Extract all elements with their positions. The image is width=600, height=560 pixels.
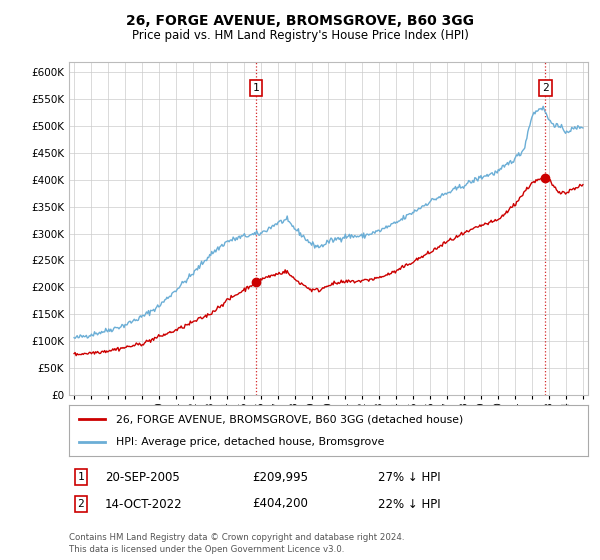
Text: Price paid vs. HM Land Registry's House Price Index (HPI): Price paid vs. HM Land Registry's House … [131, 29, 469, 42]
Text: 26, FORGE AVENUE, BROMSGROVE, B60 3GG: 26, FORGE AVENUE, BROMSGROVE, B60 3GG [126, 14, 474, 28]
Text: 1: 1 [253, 83, 259, 94]
Text: 1: 1 [77, 472, 85, 482]
Text: £209,995: £209,995 [252, 470, 308, 484]
Text: 2: 2 [77, 499, 85, 509]
Text: 2: 2 [542, 83, 549, 94]
Text: HPI: Average price, detached house, Bromsgrove: HPI: Average price, detached house, Brom… [116, 437, 384, 447]
Text: 14-OCT-2022: 14-OCT-2022 [105, 497, 182, 511]
Text: £404,200: £404,200 [252, 497, 308, 511]
Text: 27% ↓ HPI: 27% ↓ HPI [378, 470, 440, 484]
Text: Contains HM Land Registry data © Crown copyright and database right 2024.
This d: Contains HM Land Registry data © Crown c… [69, 533, 404, 554]
Text: 20-SEP-2005: 20-SEP-2005 [105, 470, 180, 484]
Text: 22% ↓ HPI: 22% ↓ HPI [378, 497, 440, 511]
Text: 26, FORGE AVENUE, BROMSGROVE, B60 3GG (detached house): 26, FORGE AVENUE, BROMSGROVE, B60 3GG (d… [116, 414, 463, 424]
